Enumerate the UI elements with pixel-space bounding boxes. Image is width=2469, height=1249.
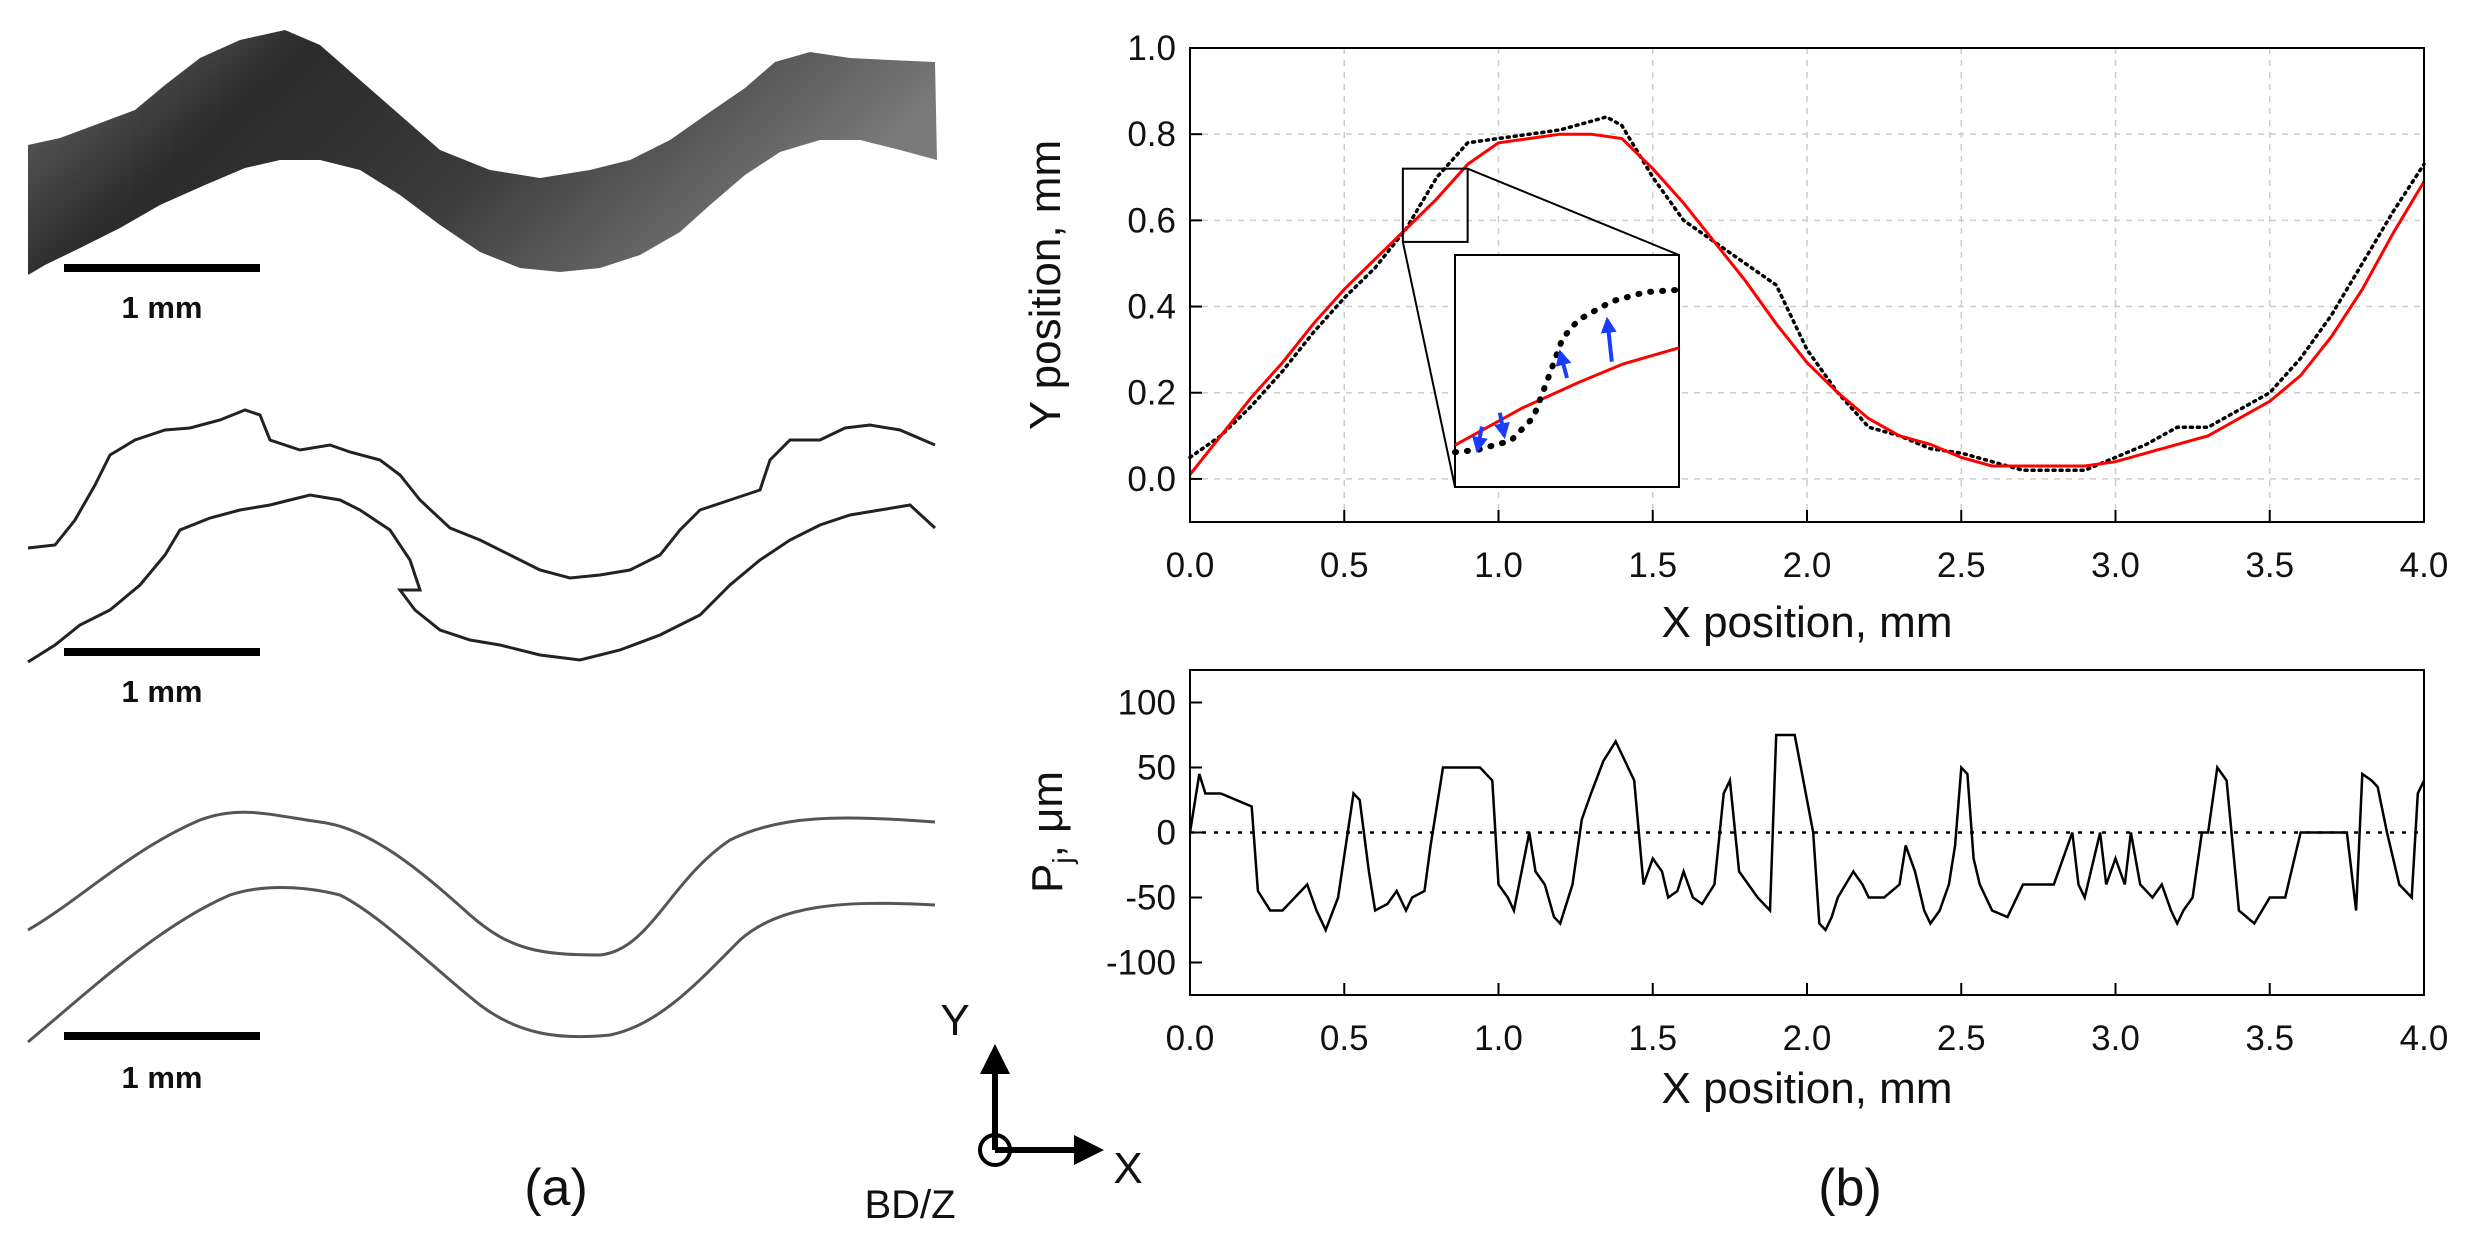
deviation-series bbox=[1188, 733, 2426, 934]
specimen-micrograph bbox=[28, 30, 937, 275]
inset-deviation-arrow bbox=[1493, 412, 1510, 440]
position-x-tick-label: 0.5 bbox=[1320, 546, 1369, 585]
position-y-tick-label: 1.0 bbox=[1127, 29, 1176, 68]
inset-deviation-arrow bbox=[1555, 349, 1572, 379]
deviation-y-axis-title: Pj, μm bbox=[1023, 771, 1078, 893]
position-x-tick-label: 1.5 bbox=[1628, 546, 1677, 585]
rough-contour-upper bbox=[27, 408, 936, 580]
deviation-x-tick-label: 2.0 bbox=[1783, 1019, 1832, 1058]
deviation-x-tick-label: 2.5 bbox=[1937, 1019, 1986, 1058]
deviation-x-tick-label: 3.5 bbox=[2245, 1019, 2294, 1058]
position-y-tick-label: 0.4 bbox=[1127, 288, 1176, 327]
position-y-tick-label: 0.0 bbox=[1127, 460, 1176, 499]
panel-label-b: (b) bbox=[1818, 1159, 1882, 1217]
smooth-contour-lower bbox=[27, 886, 936, 1044]
deviation-x-tick-label: 4.0 bbox=[2400, 1019, 2449, 1058]
inset-measured-line bbox=[1452, 286, 1682, 456]
position-x-tick-label: 2.5 bbox=[1937, 546, 1986, 585]
deviation-x-axis-title: X position, mm bbox=[1662, 1064, 1953, 1113]
ylabel-rest: , μm bbox=[1023, 771, 1072, 857]
position-chart: 0.0 0.5 1.0 1.5 2.0 2.5 3.0 3.5 4.0 0.0 0.2 0.4 0.6 0… bbox=[1021, 29, 2448, 647]
position-plot-frame bbox=[1189, 47, 2425, 523]
scale-label-1: 1 mm bbox=[122, 290, 203, 325]
position-x-tick-label: 2.0 bbox=[1783, 546, 1832, 585]
smooth-contour-upper bbox=[27, 810, 936, 957]
coordinate-axes: Y X BD/Z bbox=[864, 996, 1142, 1227]
deviation-series-Pj bbox=[1188, 733, 2426, 934]
rough-contour-lower bbox=[27, 493, 937, 664]
inset-deviation-arrow bbox=[1600, 316, 1617, 362]
position-y-axis-title: Y position, mm bbox=[1021, 140, 1070, 430]
deviation-y-tick-label: 0 bbox=[1157, 814, 1176, 853]
zoom-inset bbox=[1401, 167, 1682, 488]
deviation-y-tick-label: 100 bbox=[1118, 684, 1176, 723]
deviation-x-tick-label: 0.0 bbox=[1166, 1019, 1215, 1058]
position-x-tick-label: 1.0 bbox=[1474, 546, 1523, 585]
coord-label-y: Y bbox=[940, 996, 969, 1045]
position-series-fit bbox=[1188, 132, 2426, 476]
coord-label-x: X bbox=[1113, 1144, 1142, 1193]
deviation-y-tick-label: -50 bbox=[1125, 879, 1176, 918]
deviation-x-tick-label: 0.5 bbox=[1320, 1019, 1369, 1058]
position-y-tick-label: 0.2 bbox=[1127, 374, 1176, 413]
zoom-source-box bbox=[1401, 167, 1469, 243]
panel-label-a: (a) bbox=[524, 1159, 588, 1217]
svg-text:Pj, μm: Pj, μm bbox=[1023, 771, 1078, 893]
position-x-tick-label: 0.0 bbox=[1166, 546, 1215, 585]
position-x-tick-label: 3.5 bbox=[2245, 546, 2294, 585]
position-x-tick-label: 3.0 bbox=[2091, 546, 2140, 585]
position-x-tick-label: 4.0 bbox=[2400, 546, 2449, 585]
z-axis-circle bbox=[978, 1133, 1012, 1167]
zoom-connector bbox=[1467, 167, 1680, 256]
deviation-y-tick-label: 50 bbox=[1137, 749, 1176, 788]
inset-deviation-arrow bbox=[1471, 426, 1488, 454]
panel-a: 1 mm 1 mm 1 mm (a) bbox=[27, 30, 937, 1217]
deviation-x-tick-label: 1.0 bbox=[1474, 1019, 1523, 1058]
position-ticks: 0.0 0.5 1.0 1.5 2.0 2.5 3.0 3.5 4.0 0.0 0.2 0.4 0.6 0… bbox=[1127, 29, 2448, 585]
scale-label-3: 1 mm bbox=[122, 1060, 203, 1095]
position-x-axis-title: X position, mm bbox=[1662, 598, 1953, 647]
deviation-y-tick-label: -100 bbox=[1106, 944, 1176, 983]
ylabel-main: P bbox=[1023, 864, 1072, 893]
position-y-tick-label: 0.8 bbox=[1127, 115, 1176, 154]
scale-label-2: 1 mm bbox=[122, 674, 203, 709]
position-grid bbox=[1189, 47, 2425, 522]
deviation-chart: 0.0 0.5 1.0 1.5 2.0 2.5 3.0 3.5 4.0 -100 -50 0 50 100… bbox=[1023, 669, 2448, 1113]
deviation-x-tick-label: 1.5 bbox=[1628, 1019, 1677, 1058]
deviation-ticks: 0.0 0.5 1.0 1.5 2.0 2.5 3.0 3.5 4.0 -100 -50 0 50 100 bbox=[1106, 684, 2448, 1059]
zoom-connector bbox=[1401, 241, 1456, 488]
position-y-tick-label: 0.6 bbox=[1127, 201, 1176, 240]
deviation-x-tick-label: 3.0 bbox=[2091, 1019, 2140, 1058]
ylabel-sub: j bbox=[1047, 857, 1078, 864]
coord-label-bd: BD/Z bbox=[864, 1183, 955, 1227]
deviation-plot-frame bbox=[1189, 669, 2425, 996]
position-series bbox=[1188, 115, 2426, 476]
